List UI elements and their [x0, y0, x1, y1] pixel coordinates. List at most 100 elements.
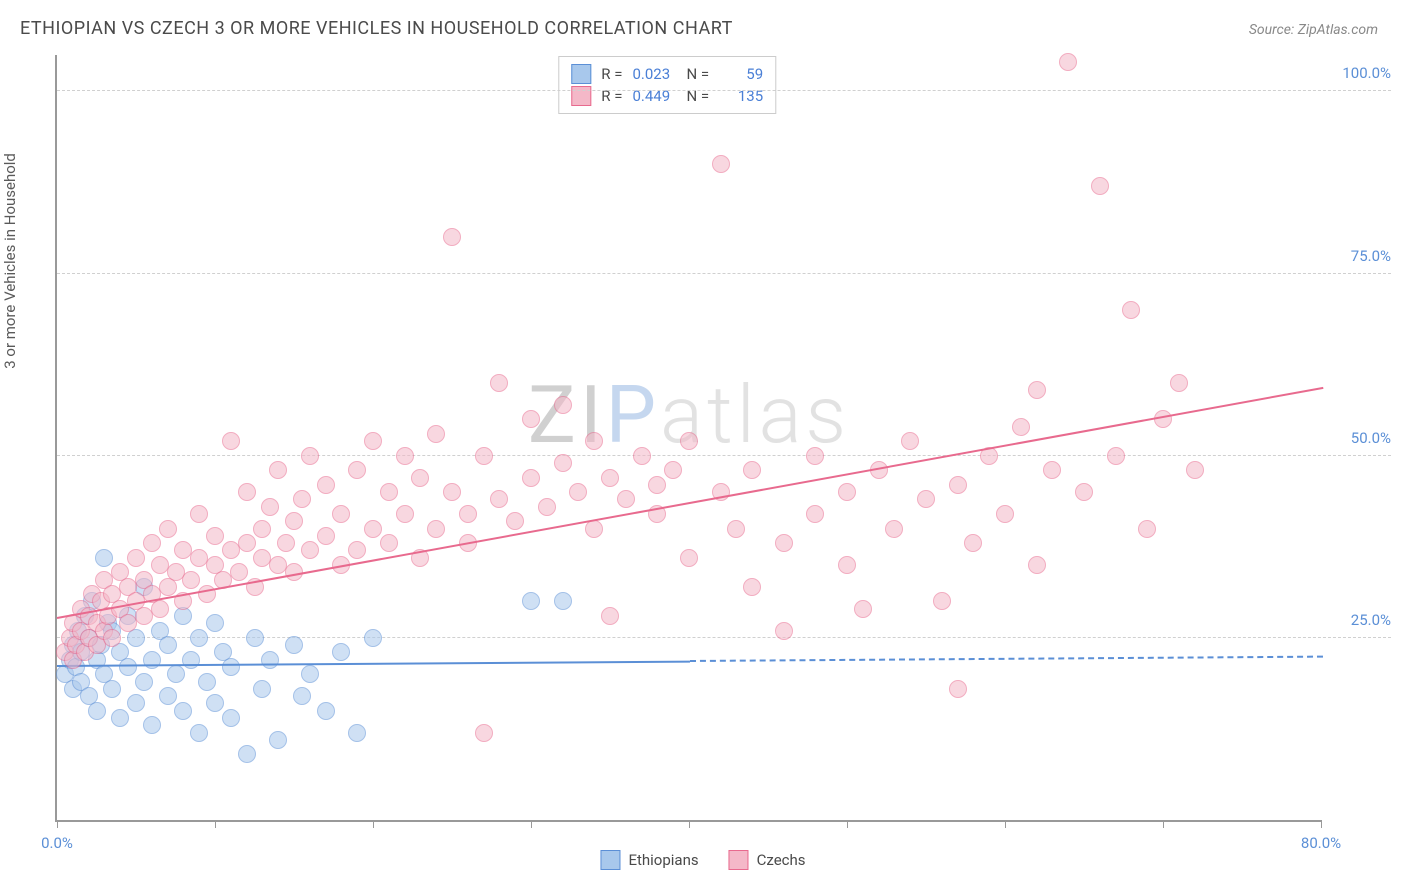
data-point — [206, 527, 224, 545]
data-point — [1012, 418, 1030, 436]
grid-line — [57, 273, 1391, 274]
data-point — [348, 541, 366, 559]
x-tick — [373, 820, 374, 828]
data-point — [522, 469, 540, 487]
data-point — [964, 534, 982, 552]
data-point — [1043, 461, 1061, 479]
data-point — [159, 687, 177, 705]
series-legend-label: Czechs — [757, 851, 806, 869]
x-tick — [531, 820, 532, 828]
trend-line — [57, 387, 1323, 619]
data-point — [151, 600, 169, 618]
data-point — [554, 396, 572, 414]
data-point — [364, 520, 382, 538]
y-axis-label: 3 or more Vehicles in Household — [1, 153, 19, 369]
data-point — [712, 155, 730, 173]
chart-container: ETHIOPIAN VS CZECH 3 OR MORE VEHICLES IN… — [0, 0, 1406, 892]
data-point — [538, 498, 556, 516]
data-point — [206, 694, 224, 712]
data-point — [103, 629, 121, 647]
data-point — [119, 658, 137, 676]
data-point — [490, 374, 508, 392]
data-point — [490, 490, 508, 508]
data-point — [111, 709, 129, 727]
data-point — [159, 520, 177, 538]
data-point — [727, 520, 745, 538]
correlation-legend: R =0.023N =59R =0.449N =135 — [558, 56, 776, 114]
data-point — [396, 447, 414, 465]
x-tick — [1321, 820, 1322, 828]
data-point — [443, 228, 461, 246]
data-point — [775, 534, 793, 552]
data-point — [1154, 410, 1172, 428]
x-tick — [689, 820, 690, 828]
data-point — [617, 490, 635, 508]
data-point — [301, 665, 319, 683]
data-point — [680, 432, 698, 450]
data-point — [601, 607, 619, 625]
data-point — [648, 476, 666, 494]
data-point — [475, 724, 493, 742]
source-label: Source: ZipAtlas.com — [1249, 22, 1378, 38]
data-point — [222, 658, 240, 676]
data-point — [427, 520, 445, 538]
plot-area: ZIPatlas R =0.023N =59R =0.449N =135 25.… — [55, 55, 1321, 822]
x-tick — [1163, 820, 1164, 828]
data-point — [348, 724, 366, 742]
data-point — [317, 527, 335, 545]
legend-n-value: 59 — [719, 65, 763, 83]
data-point — [459, 505, 477, 523]
data-point — [522, 592, 540, 610]
data-point — [317, 476, 335, 494]
y-tick-label: 25.0% — [1331, 611, 1391, 629]
data-point — [664, 461, 682, 479]
data-point — [253, 680, 271, 698]
chart-title: ETHIOPIAN VS CZECH 3 OR MORE VEHICLES IN… — [20, 18, 733, 39]
data-point — [806, 447, 824, 465]
data-point — [743, 578, 761, 596]
data-point — [996, 505, 1014, 523]
data-point — [554, 592, 572, 610]
data-point — [159, 636, 177, 654]
data-point — [1122, 301, 1140, 319]
data-point — [167, 665, 185, 683]
data-point — [522, 410, 540, 428]
correlation-legend-row: R =0.023N =59 — [571, 63, 763, 85]
data-point — [190, 505, 208, 523]
data-point — [1138, 520, 1156, 538]
data-point — [190, 629, 208, 647]
data-point — [380, 534, 398, 552]
data-point — [554, 454, 572, 472]
data-point — [1059, 53, 1077, 71]
data-point — [253, 520, 271, 538]
data-point — [182, 571, 200, 589]
data-point — [427, 425, 445, 443]
data-point — [917, 490, 935, 508]
data-point — [838, 483, 856, 501]
data-point — [301, 541, 319, 559]
data-point — [277, 534, 295, 552]
data-point — [348, 461, 366, 479]
data-point — [332, 643, 350, 661]
y-tick-label: 100.0% — [1331, 64, 1391, 82]
x-tick — [57, 820, 58, 828]
legend-n-label: N = — [686, 65, 709, 83]
data-point — [127, 549, 145, 567]
data-point — [261, 651, 279, 669]
data-point — [198, 673, 216, 691]
correlation-legend-row: R =0.449N =135 — [571, 85, 763, 107]
data-point — [269, 731, 287, 749]
series-legend-item: Czechs — [729, 850, 806, 870]
data-point — [411, 469, 429, 487]
data-point — [1170, 374, 1188, 392]
data-point — [190, 724, 208, 742]
x-tick — [1005, 820, 1006, 828]
data-point — [285, 636, 303, 654]
data-point — [680, 549, 698, 567]
data-point — [1091, 177, 1109, 195]
data-point — [633, 447, 651, 465]
data-point — [1186, 461, 1204, 479]
x-tick-label: 0.0% — [41, 834, 73, 852]
data-point — [601, 469, 619, 487]
grid-line — [57, 90, 1391, 91]
